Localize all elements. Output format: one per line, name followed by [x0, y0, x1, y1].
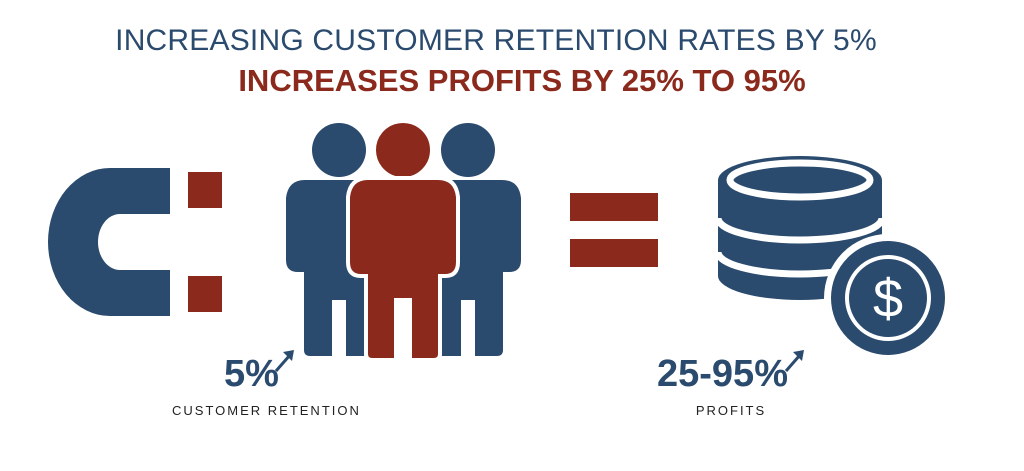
profits-label: PROFITS: [695, 403, 767, 418]
profits-percent-value: 25-95%: [657, 353, 788, 395]
headline-line-1: INCREASING CUSTOMER RETENTION RATES BY 5…: [115, 24, 877, 57]
magnet-icon: [48, 168, 222, 316]
headline-line-2: INCREASES PROFITS BY 25% TO 95%: [238, 63, 806, 98]
dollar-coin-icon: $: [824, 234, 952, 362]
equals-icon: [570, 193, 658, 267]
coin-stack-icon: $: [714, 156, 952, 362]
dollar-sign: $: [873, 269, 903, 329]
retention-percent-value: 5%: [224, 353, 279, 395]
retention-label: CUSTOMER RETENTION: [172, 403, 361, 418]
person-center-icon: [346, 119, 460, 362]
trend-up-arrow-left-icon: [274, 350, 294, 372]
people-group-icon: [286, 119, 521, 362]
trend-up-arrow-right-icon: [784, 350, 804, 372]
